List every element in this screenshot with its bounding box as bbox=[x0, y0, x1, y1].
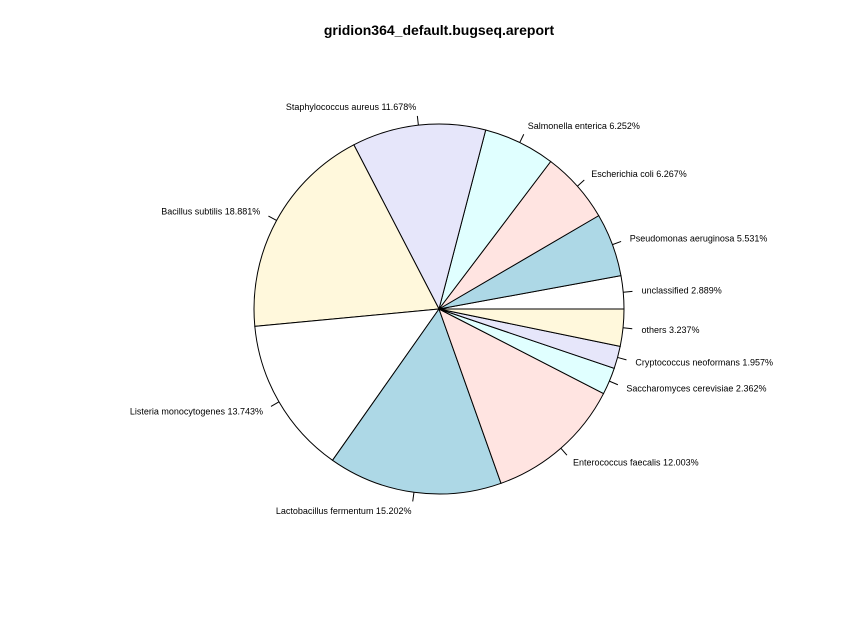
pie-label-tick bbox=[617, 356, 627, 361]
pie-slices bbox=[253, 123, 625, 495]
pie-slice-label: Staphylococcus aureus 11.678% bbox=[286, 102, 416, 112]
pie-slice-label: Saccharomyces cerevisiae 2.362% bbox=[626, 383, 766, 393]
pie-label-tick bbox=[623, 290, 633, 293]
pie-slice-label: Bacillus subtilis 18.881% bbox=[161, 207, 260, 217]
pie-label-tick bbox=[577, 179, 585, 187]
pie-slice-label: Lactobacillus fermentum 15.202% bbox=[276, 506, 412, 516]
pie-label-tick bbox=[612, 240, 622, 246]
pie-slice bbox=[438, 307, 605, 484]
pie-label-tick bbox=[560, 447, 568, 456]
pie-slice bbox=[253, 144, 440, 327]
pie-slice bbox=[254, 308, 441, 461]
pie-label-tick bbox=[622, 327, 633, 330]
pie-label-tick bbox=[412, 492, 415, 502]
pie-slice-label: Salmonella enterica 6.252% bbox=[528, 121, 640, 131]
pie-slice-label: Listeria monocytogenes 13.743% bbox=[130, 406, 263, 416]
pie-label-tick bbox=[609, 380, 619, 386]
pie-label-tick bbox=[268, 215, 277, 221]
pie-label-tick bbox=[519, 134, 525, 143]
pie-slice-label: Cryptococcus neoformans 1.957% bbox=[635, 357, 773, 367]
pie-slice-label: unclassified 2.889% bbox=[642, 286, 722, 296]
pie-labels: unclassified 2.889% Pseudomonas aeruginos… bbox=[130, 102, 773, 516]
pie-slice-label: Escherichia coli 6.267% bbox=[591, 169, 687, 179]
pie-label-tick bbox=[270, 401, 280, 407]
chart-title: gridion364_default.bugseq.areport bbox=[324, 22, 555, 38]
pie-slice-label: Enterococcus faecalis 12.003% bbox=[573, 457, 699, 467]
pie-slice-label: Pseudomonas aeruginosa 5.531% bbox=[630, 233, 768, 243]
pie-label-tick bbox=[416, 115, 419, 126]
pie-slice-label: others 3.237% bbox=[641, 325, 699, 335]
